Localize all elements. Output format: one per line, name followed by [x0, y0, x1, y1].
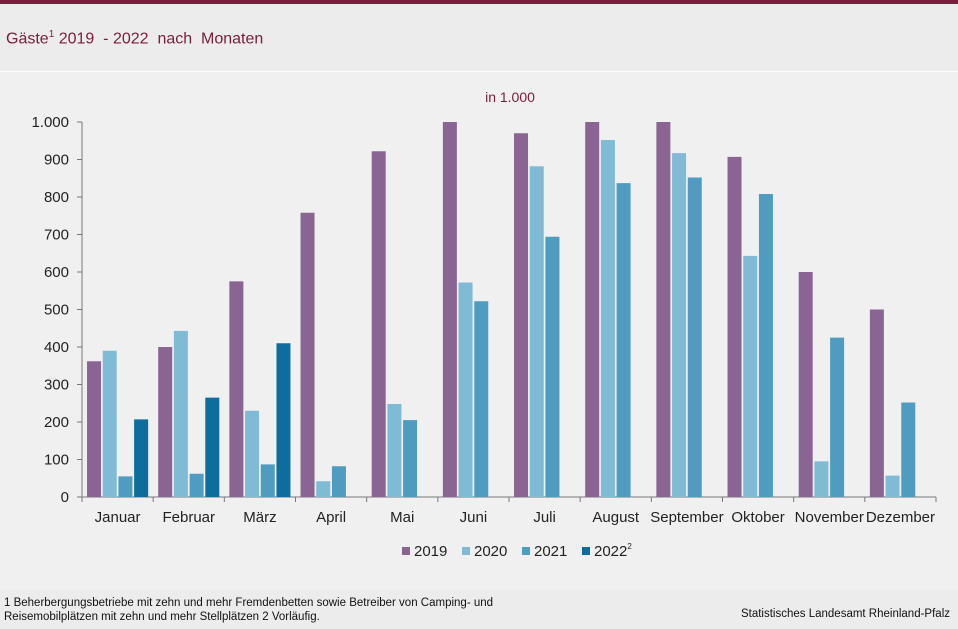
y-tick-label: 400: [44, 339, 69, 356]
y-tick-label: 900: [44, 152, 69, 169]
y-tick-label: 300: [44, 377, 69, 394]
y-tick-label: 1.000: [31, 114, 69, 131]
bar-2022-1: [205, 397, 220, 497]
y-tick-label: 200: [44, 414, 69, 431]
x-tick-label: Mai: [390, 509, 414, 526]
chart-title: Gäste1 2019 - 2022 nach Monaten: [6, 29, 263, 48]
legend-swatch-2019: [402, 547, 410, 555]
legend-swatch-2021: [522, 547, 530, 555]
bar-2021-2: [260, 464, 275, 497]
y-tick-label: 0: [61, 489, 69, 506]
source-credit: Statistisches Landesamt Rheinland-Pfalz: [740, 608, 950, 620]
bar-2021-9: [758, 194, 773, 497]
legend-label-2022: 20222: [594, 542, 632, 560]
unit-label: in 1.000: [485, 89, 535, 105]
bar-2020-0: [102, 350, 117, 497]
bar-2019-10: [798, 272, 813, 497]
bar-2021-10: [830, 337, 845, 497]
bar-2020-1: [173, 330, 188, 497]
footnote-line-2: Reisemobilplätzen mit zehn und mehr Stel…: [4, 611, 320, 623]
title-footnote-marker: 1: [48, 29, 55, 40]
x-tick-label: August: [592, 509, 640, 526]
bar-2021-6: [545, 236, 560, 497]
bar-2019-1: [158, 347, 173, 497]
bar-2019-8: [656, 122, 671, 497]
bar-2021-1: [189, 473, 204, 497]
legend-label-2020: 2020: [474, 543, 507, 560]
bar-2020-3: [316, 481, 331, 497]
bar-2020-4: [387, 404, 402, 497]
y-tick-label: 800: [44, 189, 69, 206]
bar-2021-0: [118, 476, 133, 497]
bar-2019-9: [727, 156, 742, 497]
bar-2019-2: [229, 281, 244, 497]
bar-2020-5: [458, 282, 473, 497]
y-tick-label: 100: [44, 452, 69, 469]
bar-2020-9: [743, 255, 758, 497]
title-rest: 2019 - 2022 nach Monaten: [54, 30, 264, 48]
bar-2020-7: [600, 140, 615, 497]
bar-2019-7: [585, 122, 600, 497]
bar-2019-5: [442, 122, 457, 497]
y-tick-label: 500: [44, 302, 69, 319]
footnote-line-1: 1 Beherbergungsbetriebe mit zehn und meh…: [4, 597, 494, 609]
x-tick-label: November: [795, 509, 864, 526]
legend-swatch-2020: [462, 547, 470, 555]
bar-2020-10: [814, 461, 829, 497]
bar-2021-7: [616, 183, 631, 497]
x-tick-label: Dezember: [866, 509, 935, 526]
legend-label-2021: 2021: [534, 543, 567, 560]
footnote: 1 Beherbergungsbetriebe mit zehn und meh…: [4, 596, 604, 624]
bar-2021-5: [474, 301, 489, 497]
x-tick-label: Juli: [533, 509, 556, 526]
x-tick-label: Oktober: [731, 509, 784, 526]
bar-2021-8: [687, 177, 702, 497]
title-main: Gäste: [6, 30, 49, 48]
x-tick-label: Februar: [162, 509, 215, 526]
bar-2021-11: [901, 402, 916, 497]
x-tick-label: September: [650, 509, 723, 526]
bar-2020-2: [245, 410, 260, 497]
x-tick-label: April: [316, 509, 346, 526]
bar-2020-8: [672, 153, 687, 497]
bar-2019-11: [869, 309, 884, 497]
y-tick-label: 700: [44, 227, 69, 244]
top-accent-rule: [0, 0, 958, 4]
legend-swatch-2022: [582, 547, 590, 555]
bar-2019-4: [371, 151, 386, 497]
bar-2022-2: [276, 343, 291, 497]
x-tick-label: Juni: [460, 509, 488, 526]
bar-2020-11: [885, 475, 900, 497]
bar-2019-0: [87, 361, 102, 497]
bar-2020-6: [529, 166, 544, 497]
x-tick-label: März: [243, 509, 276, 526]
bar-2019-6: [514, 133, 529, 497]
y-tick-label: 600: [44, 264, 69, 281]
bar-2022-0: [134, 419, 149, 497]
legend-label-2019: 2019: [414, 543, 447, 560]
bar-2021-4: [403, 420, 418, 497]
bar-2021-3: [331, 466, 346, 497]
x-tick-label: Januar: [95, 509, 141, 526]
bar-2019-3: [300, 212, 315, 497]
